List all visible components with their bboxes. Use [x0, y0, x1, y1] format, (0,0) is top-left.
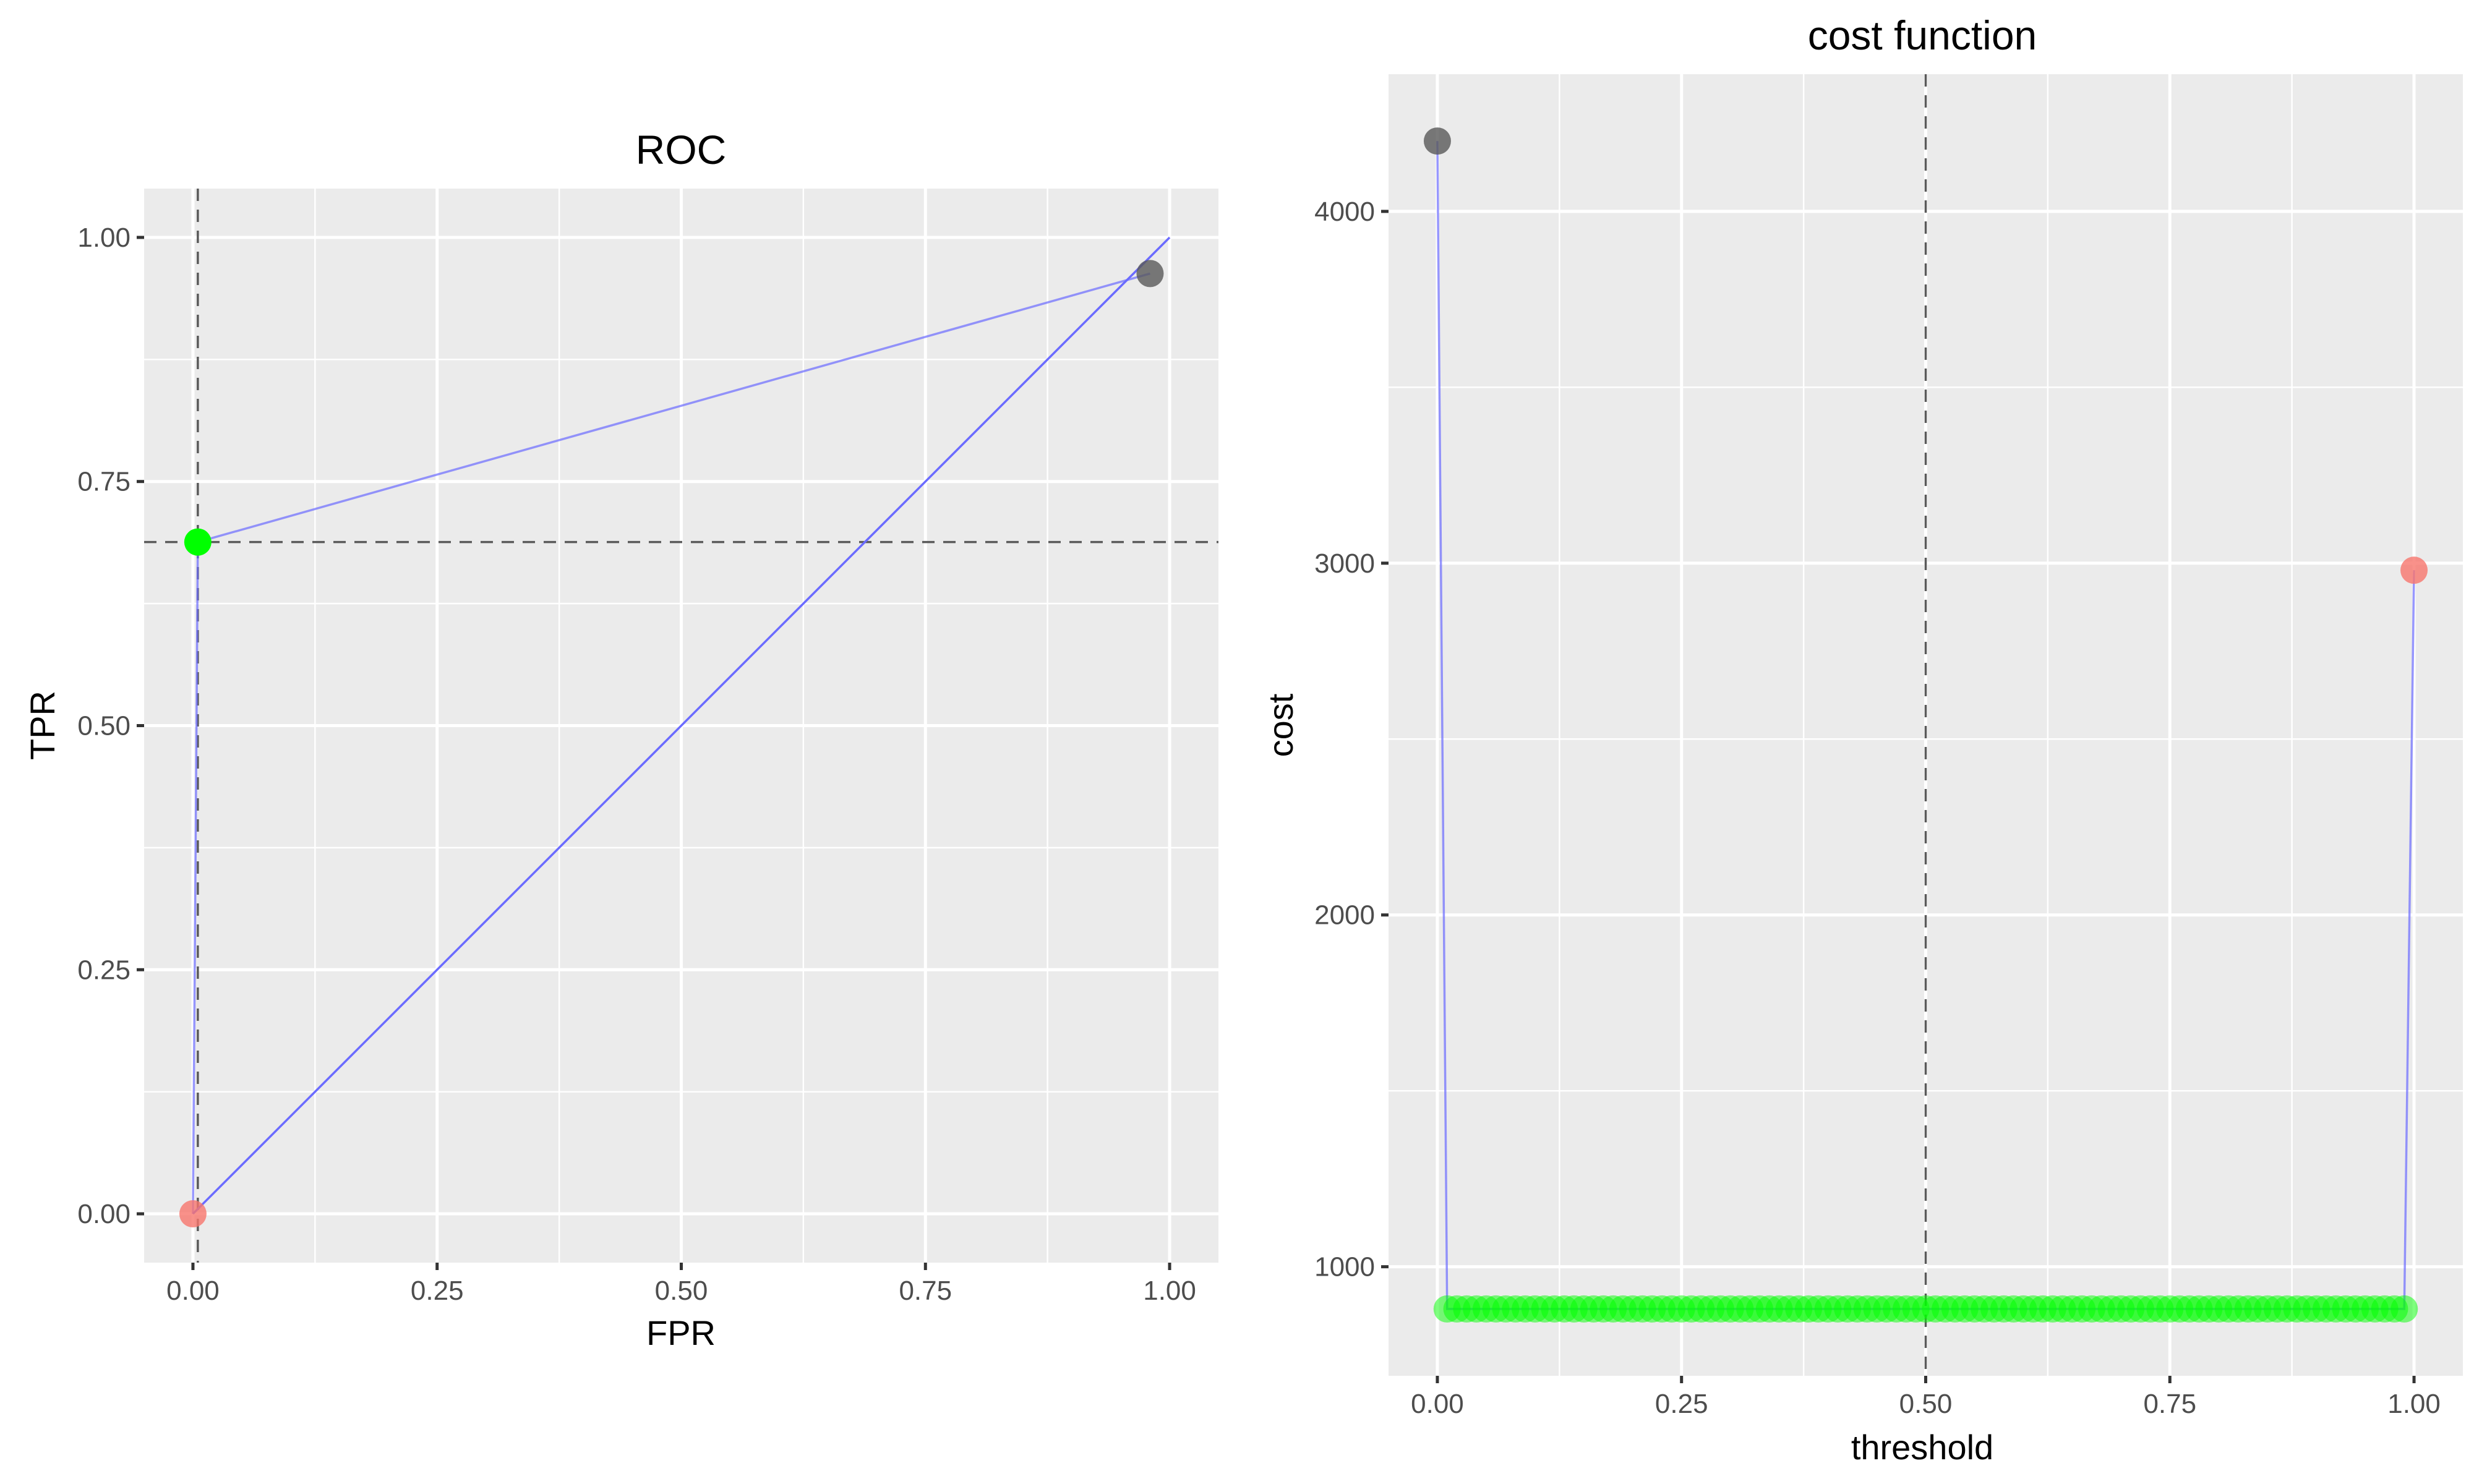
- roc-y-tick-label: 0.00: [77, 1199, 131, 1229]
- roc-x-tick-label: 0.75: [899, 1276, 952, 1306]
- cost-highlighted-point: [2400, 556, 2428, 584]
- roc-y-ticks: 0.00 0.25 0.50 0.75 1.00: [77, 223, 144, 1229]
- cost-y-ticks: 1000 2000 3000 4000: [1314, 197, 1389, 1282]
- roc-title: ROC: [636, 127, 727, 173]
- cost-title: cost function: [1808, 12, 2037, 58]
- cost-y-tick-label: 1000: [1314, 1252, 1375, 1282]
- cost-y-tick-label: 2000: [1314, 900, 1375, 931]
- roc-highlighted-point: [179, 1200, 207, 1228]
- roc-x-tick-label: 0.25: [411, 1276, 464, 1306]
- roc-x-tick-label: 0.50: [655, 1276, 708, 1306]
- roc-reference-lines: [144, 189, 1218, 1263]
- roc-y-tick-label: 0.50: [77, 711, 131, 741]
- cost-y-tick-label: 4000: [1314, 197, 1375, 227]
- cost-function-chart: 0.00 0.25 0.50 0.75 1.00 1000 2000 3000 4000 co…: [1261, 12, 2463, 1467]
- cost-x-tick-label: 0.00: [1411, 1389, 1464, 1419]
- roc-y-axis-title: TPR: [23, 691, 62, 760]
- cost-x-axis-title: threshold: [1851, 1428, 1993, 1467]
- cost-x-tick-label: 0.50: [1899, 1389, 1953, 1419]
- cost-points: [1423, 127, 2428, 1323]
- roc-x-axis-title: FPR: [646, 1313, 716, 1352]
- roc-diagonal-line: [192, 236, 1171, 1215]
- cost-x-tick-label: 1.00: [2387, 1389, 2441, 1419]
- roc-y-tick-label: 1.00: [77, 223, 131, 253]
- roc-y-tick-label: 0.25: [77, 955, 131, 985]
- roc-x-tick-label: 1.00: [1143, 1276, 1196, 1306]
- cost-x-tick-label: 0.75: [2143, 1389, 2196, 1419]
- cost-y-axis-title: cost: [1261, 693, 1300, 757]
- roc-x-ticks: 0.00 0.25 0.50 0.75 1.00: [166, 1263, 1196, 1306]
- cost-x-ticks: 0.00 0.25 0.50 0.75 1.00: [1411, 1376, 2441, 1419]
- roc-highlighted-point: [184, 528, 212, 556]
- roc-points: [179, 260, 1164, 1228]
- cost-highlighted-point: [1423, 127, 1451, 155]
- cost-y-tick-label: 3000: [1314, 548, 1375, 579]
- roc-y-tick-label: 0.75: [77, 467, 131, 497]
- roc-x-tick-label: 0.00: [166, 1276, 220, 1306]
- roc-highlighted-point: [1136, 260, 1164, 288]
- cost-plateau-point: [2391, 1295, 2418, 1323]
- roc-chart: 0.00 0.25 0.50 0.75 1.00 0.00 0.25 0.50 0.75 1.0…: [23, 127, 1218, 1352]
- cost-x-tick-label: 0.25: [1655, 1389, 1708, 1419]
